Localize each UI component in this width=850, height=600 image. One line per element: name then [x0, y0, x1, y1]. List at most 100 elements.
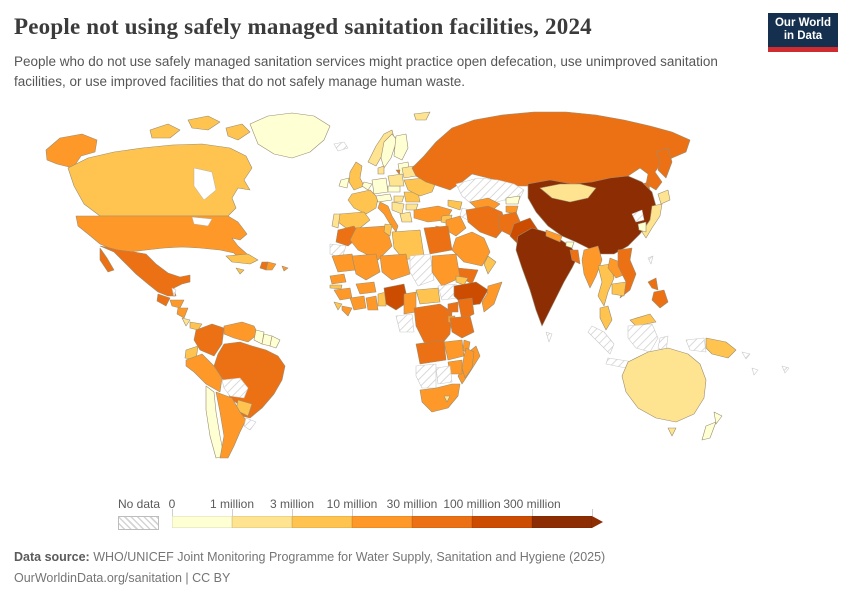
country-malaysia-peninsula[interactable] [599, 305, 613, 331]
country-mexico[interactable] [99, 245, 191, 297]
country-taiwan[interactable] [647, 255, 654, 265]
country-burkina-faso[interactable] [355, 281, 377, 295]
country-jamaica[interactable] [235, 267, 245, 275]
legend-swatch-30-100 million[interactable] [412, 516, 472, 528]
country-nigeria[interactable] [383, 283, 409, 311]
country-tunisia[interactable] [383, 223, 393, 237]
country-fiji[interactable] [781, 365, 790, 374]
country-cote-divoire[interactable] [349, 295, 367, 311]
country-australia[interactable] [621, 347, 707, 423]
country-niger[interactable] [379, 253, 411, 281]
owid-logo[interactable]: Our World in Data [768, 13, 838, 52]
country-costa-rica[interactable] [181, 317, 191, 327]
country-iceland[interactable] [333, 141, 349, 152]
country-gambia[interactable] [329, 284, 343, 290]
country-finland[interactable] [393, 133, 409, 161]
country-puerto-rico[interactable] [281, 265, 289, 272]
country-egypt[interactable] [423, 225, 453, 255]
country-russia-kamchatka[interactable] [655, 147, 673, 179]
legend-swatch-3-10 million[interactable] [292, 516, 352, 528]
country-canada-arctic-1[interactable] [149, 123, 181, 139]
country-indonesia-kalimantan[interactable] [627, 323, 659, 353]
legend-no-data-swatch[interactable] [118, 516, 159, 530]
country-oman[interactable] [483, 255, 497, 275]
country-sierra-leone[interactable] [333, 301, 343, 311]
legend-swatch-1-3 million[interactable] [232, 516, 292, 528]
country-benelux[interactable] [361, 181, 373, 191]
country-vietnam[interactable] [617, 247, 637, 299]
legend-swatch-300 million+[interactable] [532, 516, 592, 528]
country-chad[interactable] [409, 253, 435, 287]
country-dominican-republic[interactable] [265, 261, 277, 271]
country-cuba[interactable] [225, 253, 259, 265]
country-japan-honshu[interactable] [641, 203, 663, 239]
country-czechia-slovakia[interactable] [387, 185, 401, 193]
country-bangladesh[interactable] [569, 249, 581, 265]
country-iran[interactable] [465, 205, 507, 239]
country-lesotho[interactable] [443, 395, 451, 403]
country-philippines-south[interactable] [651, 289, 669, 309]
country-malaysia-borneo[interactable] [629, 313, 657, 327]
country-bulgaria[interactable] [405, 203, 419, 211]
country-indonesia-papua[interactable] [685, 337, 707, 353]
country-greenland[interactable] [249, 112, 331, 159]
country-japan-hokkaido[interactable] [657, 189, 671, 205]
country-canada-arctic-2[interactable] [187, 115, 221, 131]
country-portugal[interactable] [331, 213, 341, 229]
country-hungary[interactable] [393, 195, 405, 203]
country-south-africa[interactable] [419, 383, 461, 413]
country-mexico-baja[interactable] [99, 247, 115, 273]
country-sri-lanka[interactable] [545, 331, 553, 343]
country-somalia[interactable] [481, 281, 503, 313]
country-uruguay[interactable] [243, 417, 257, 431]
country-gabon-congo[interactable] [395, 313, 415, 333]
country-french-guiana[interactable] [269, 335, 281, 349]
country-north-korea[interactable] [631, 209, 645, 223]
country-dr-congo[interactable] [413, 303, 453, 347]
country-togo-benin[interactable] [377, 291, 387, 307]
country-ghana[interactable] [365, 295, 379, 311]
country-namibia[interactable] [415, 363, 437, 389]
country-vanuatu[interactable] [751, 367, 759, 376]
country-madagascar[interactable] [461, 347, 475, 379]
country-bhutan[interactable] [565, 241, 575, 249]
country-senegal[interactable] [329, 273, 347, 285]
country-zambia[interactable] [443, 339, 465, 361]
country-argentina[interactable] [215, 391, 247, 459]
country-nicaragua[interactable] [176, 307, 189, 319]
country-germany[interactable] [371, 177, 389, 195]
country-kyrgyzstan[interactable] [505, 195, 521, 205]
legend-swatch-10-30 million[interactable] [352, 516, 412, 528]
country-liberia[interactable] [341, 305, 353, 317]
country-myanmar[interactable] [581, 245, 603, 289]
country-bolivia[interactable] [221, 377, 249, 399]
country-ireland[interactable] [338, 177, 350, 189]
country-france[interactable] [347, 189, 379, 215]
country-sudan[interactable] [431, 253, 461, 287]
country-canada[interactable] [67, 143, 253, 217]
country-poland[interactable] [387, 173, 405, 187]
country-tanzania[interactable] [449, 315, 475, 339]
country-sweden[interactable] [380, 133, 398, 169]
country-saudi-arabia[interactable] [451, 231, 491, 267]
country-solomon-islands[interactable] [741, 351, 751, 360]
country-honduras[interactable] [169, 299, 185, 309]
country-botswana[interactable] [435, 365, 453, 385]
footer-link[interactable]: OurWorldinData.org/sanitation [14, 571, 182, 585]
country-canada-arctic-3[interactable] [225, 123, 251, 141]
country-indonesia-sumatra[interactable] [587, 325, 615, 355]
country-south-korea[interactable] [637, 221, 647, 233]
country-uganda[interactable] [447, 301, 459, 313]
country-svalbard[interactable] [413, 111, 431, 121]
legend-swatch-100-300 million[interactable] [472, 516, 532, 528]
country-mongolia[interactable] [539, 183, 597, 203]
country-kenya[interactable] [457, 297, 475, 321]
country-belize[interactable] [171, 287, 177, 298]
country-denmark[interactable] [377, 165, 385, 175]
country-greece[interactable] [399, 211, 413, 223]
country-mali[interactable] [351, 253, 381, 281]
country-guatemala[interactable] [156, 293, 171, 307]
country-angola[interactable] [415, 339, 447, 365]
country-venezuela[interactable] [223, 321, 259, 343]
country-new-zealand-south[interactable] [701, 421, 717, 441]
